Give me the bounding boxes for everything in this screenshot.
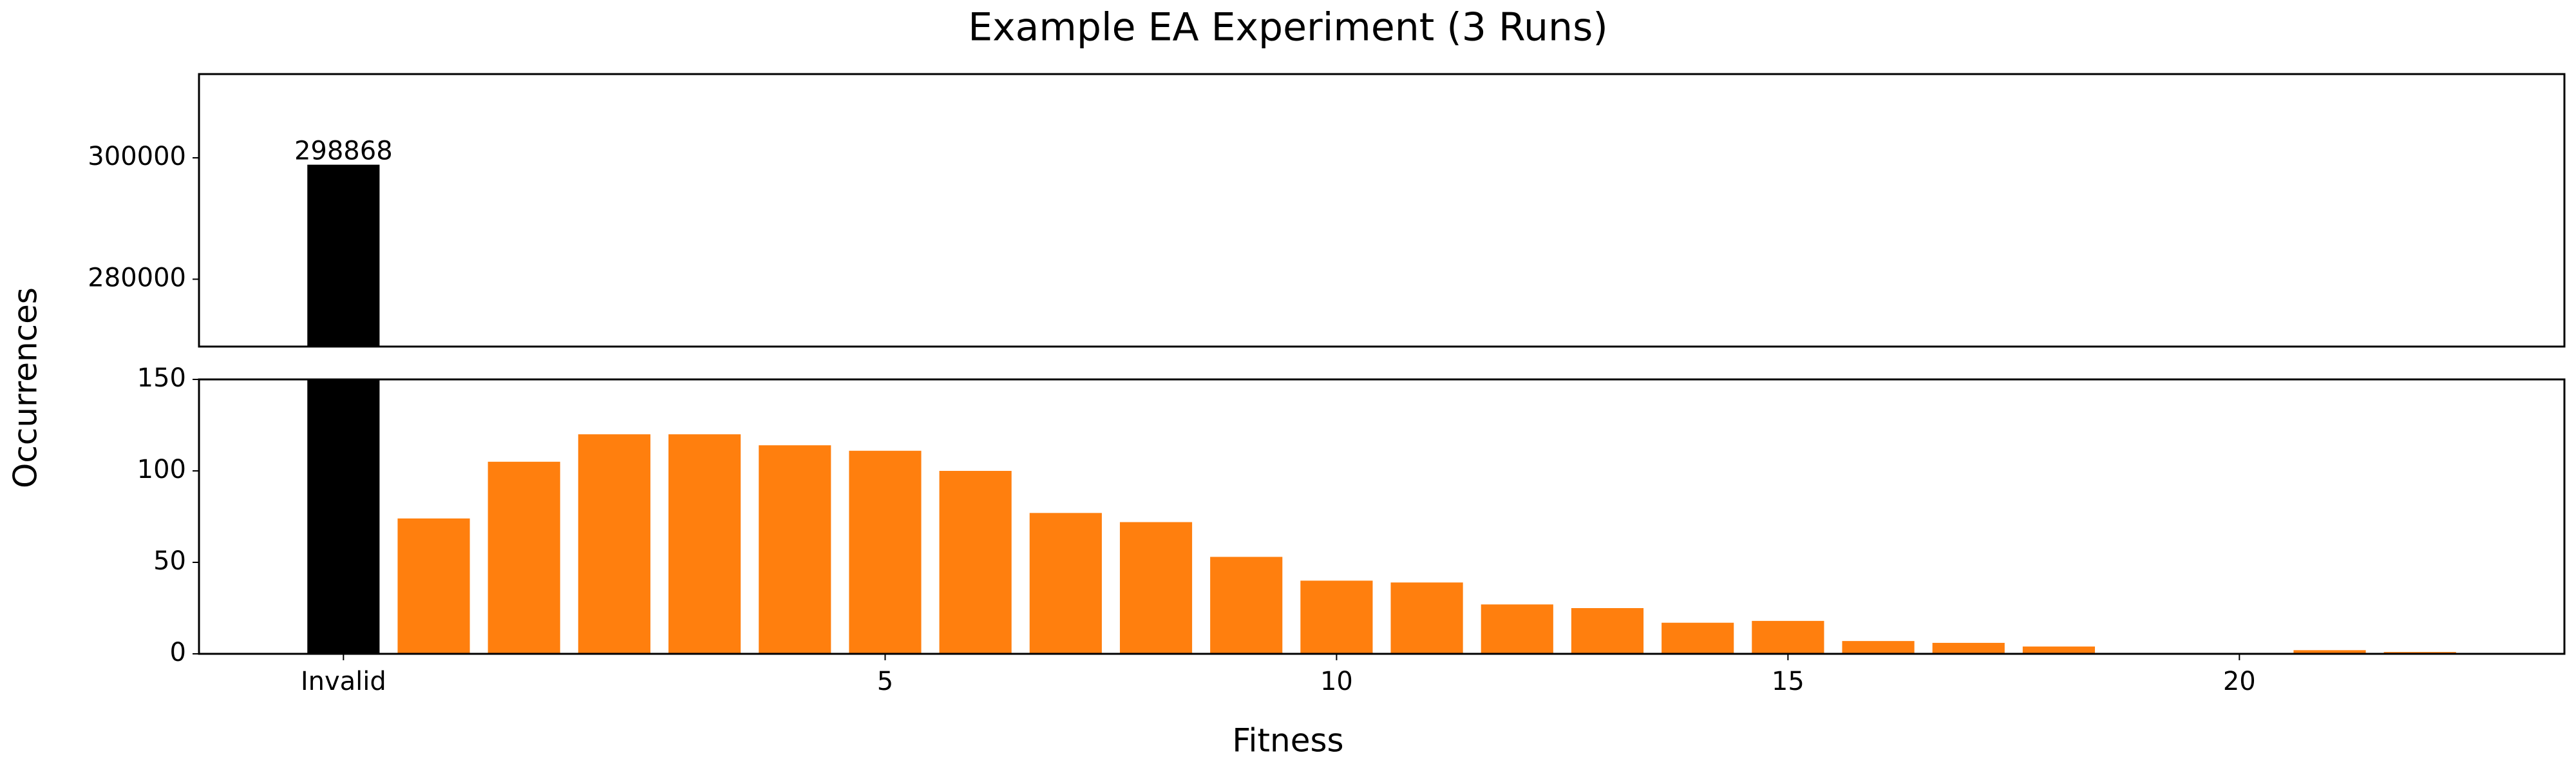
x-tick-label: 20	[2223, 667, 2256, 696]
bar	[1390, 582, 1463, 654]
bar	[2293, 650, 2366, 654]
chart-title: Example EA Experiment (3 Runs)	[968, 5, 1608, 50]
bar	[1932, 642, 2005, 654]
y-tick-label: 300000	[88, 142, 186, 171]
y-tick-label: 100	[137, 455, 186, 484]
x-tick-label: Invalid	[301, 667, 386, 696]
y-axis-label: Occurrences	[7, 287, 44, 488]
bar	[578, 434, 650, 654]
x-tick-label: 5	[877, 667, 893, 696]
bars	[307, 164, 380, 347]
bar	[307, 164, 380, 347]
y-tick-label: 280000	[88, 263, 186, 292]
x-tick-label: 10	[1320, 667, 1353, 696]
bar	[1029, 513, 1102, 654]
axes-frame	[198, 378, 2566, 655]
y-tick-label: 150	[137, 363, 186, 393]
data-label: 298868	[294, 137, 393, 166]
bars	[307, 379, 2456, 654]
bar	[1119, 522, 1193, 654]
y-tick-label: 50	[153, 546, 186, 576]
bar	[1752, 620, 1824, 654]
bar	[939, 471, 1012, 654]
bar	[1662, 622, 1734, 654]
bar	[849, 450, 922, 654]
x-tick-label: 15	[1772, 667, 1804, 696]
bar	[1210, 557, 1283, 654]
bar	[1481, 604, 1553, 654]
bar	[1300, 580, 1373, 654]
bar	[1571, 608, 1644, 654]
y-tick-label: 0	[170, 638, 186, 667]
bar	[2022, 646, 2096, 654]
bar	[1842, 641, 1915, 654]
bar	[759, 445, 831, 654]
bar	[397, 518, 470, 654]
bar	[668, 434, 741, 654]
bar	[307, 379, 380, 654]
x-axis-label: Fitness	[1232, 722, 1343, 759]
bar	[488, 461, 560, 654]
axes-frame	[198, 73, 2566, 348]
